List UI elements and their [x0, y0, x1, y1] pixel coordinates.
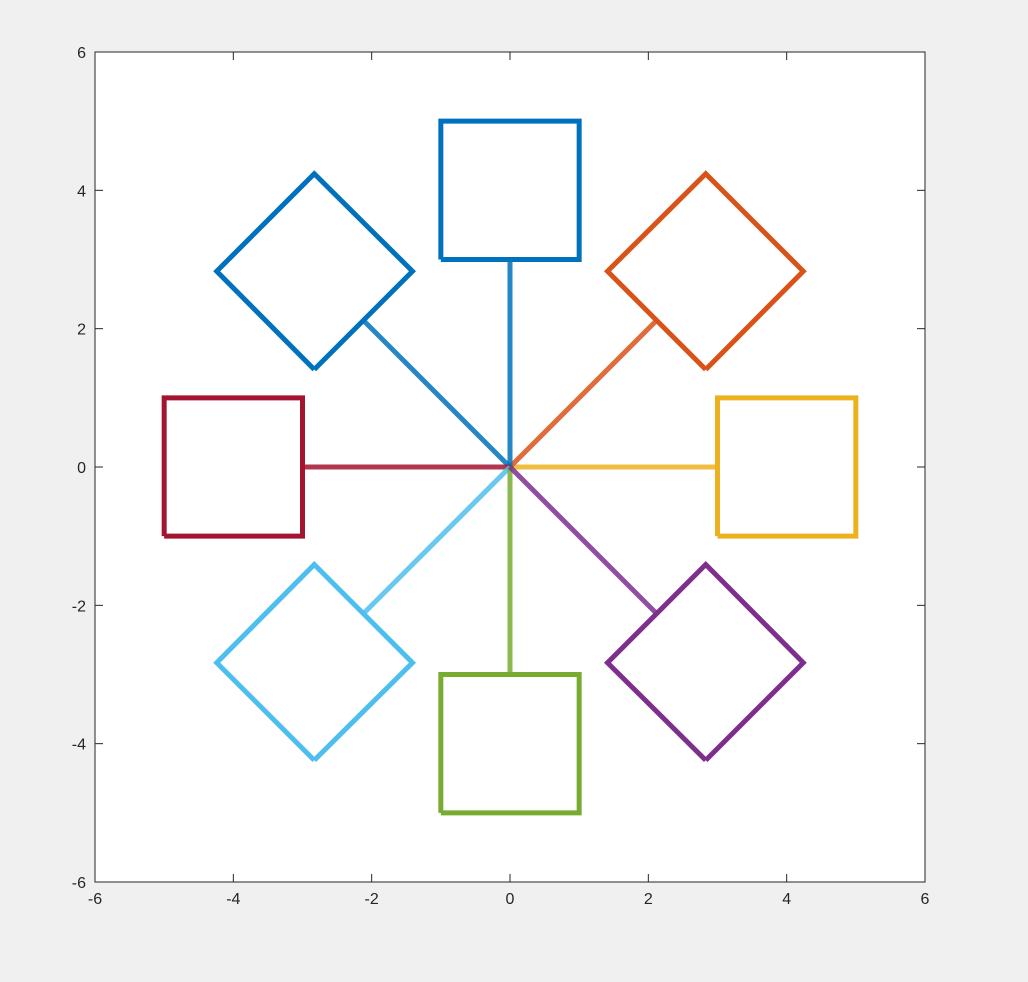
y-tick-label: 4	[77, 183, 86, 200]
shape-180	[161, 395, 305, 539]
shape-45	[603, 170, 807, 372]
y-tick-label: -4	[72, 737, 86, 754]
plot-marks	[161, 118, 859, 816]
y-tick-label: 6	[77, 45, 86, 62]
y-tick-label: -2	[72, 598, 86, 615]
shape-90	[438, 118, 582, 262]
shape-315	[603, 560, 807, 763]
spoke-135	[361, 318, 512, 469]
shape-225	[213, 560, 417, 763]
x-tick-label: 6	[921, 891, 930, 908]
y-tick-label: 0	[77, 460, 86, 477]
y-tick-label: -6	[72, 875, 86, 892]
x-tick-label: -4	[226, 891, 240, 908]
x-tick-label: 4	[782, 891, 791, 908]
x-tick-label: -2	[365, 891, 379, 908]
shape-0	[715, 395, 859, 539]
axes-box	[94, 51, 926, 883]
shape-135	[213, 170, 417, 372]
x-tick-label: -6	[88, 891, 102, 908]
y-tick-label: 2	[77, 322, 86, 339]
x-tick-label: 0	[506, 891, 515, 908]
spoke-315	[508, 465, 659, 616]
spoke-225	[361, 465, 512, 616]
spoke-45	[508, 318, 659, 469]
x-tick-label: 2	[644, 891, 653, 908]
shape-270	[438, 672, 582, 816]
